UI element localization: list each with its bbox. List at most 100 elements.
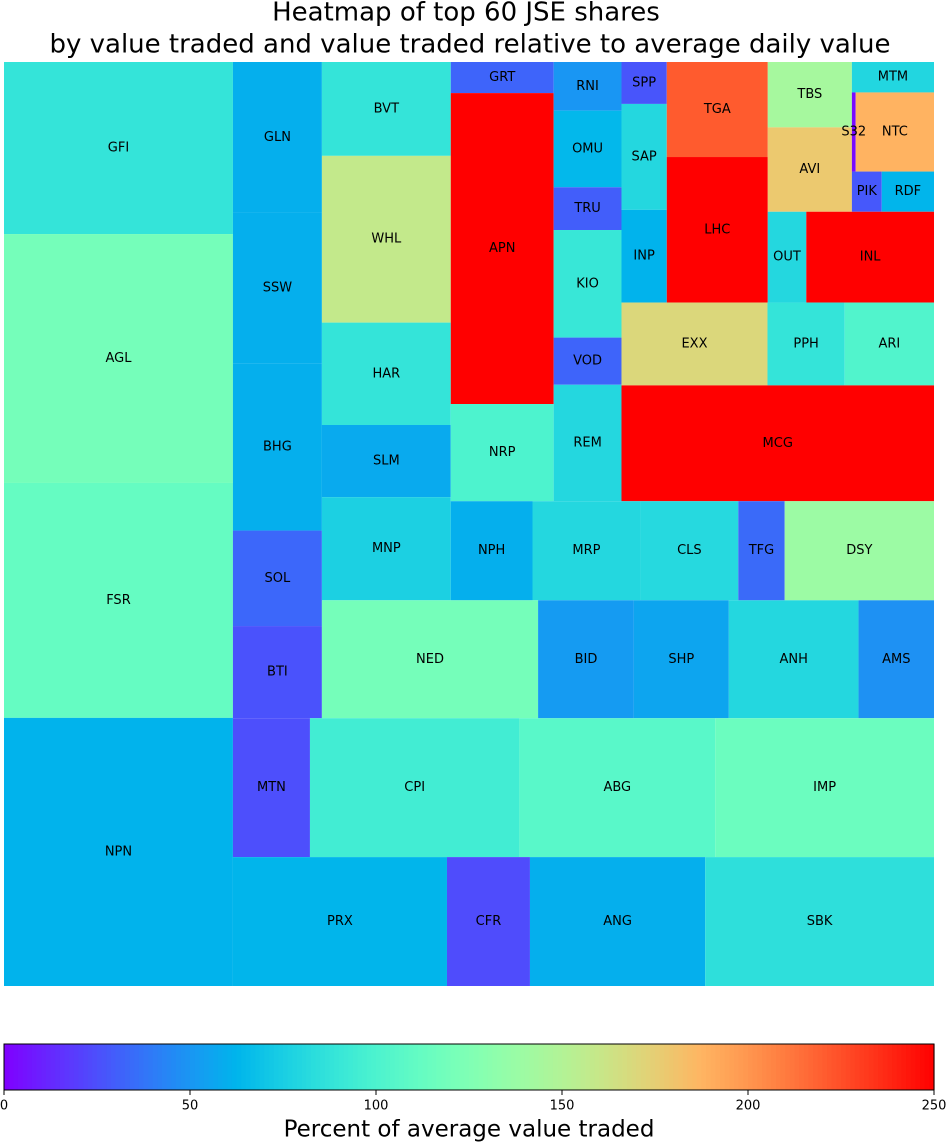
colorbar-segment bbox=[199, 1044, 205, 1090]
cell bbox=[767, 127, 852, 212]
colorbar-segment bbox=[245, 1044, 252, 1090]
cell-label: ANG bbox=[603, 914, 632, 929]
colorbar-segment bbox=[664, 1044, 670, 1090]
colorbar-segment bbox=[417, 1044, 424, 1090]
colorbar-segment bbox=[864, 1044, 870, 1090]
cell-label: ABG bbox=[603, 780, 631, 795]
colorbar-segment bbox=[650, 1044, 656, 1090]
colorbar-segment bbox=[734, 1044, 740, 1090]
colorbar-segment bbox=[780, 1044, 786, 1090]
cell-label: S32 bbox=[841, 125, 866, 140]
colorbar-segment bbox=[110, 1044, 117, 1090]
cell-label: CFR bbox=[476, 914, 502, 929]
cell-label: EXX bbox=[681, 336, 707, 351]
colorbar-segment bbox=[380, 1044, 386, 1090]
colorbar-segment bbox=[659, 1044, 665, 1090]
cell bbox=[450, 404, 554, 502]
colorbar-segment bbox=[101, 1044, 107, 1090]
cell-label: TRU bbox=[573, 201, 601, 216]
colorbar-segment bbox=[92, 1044, 98, 1090]
cell-label: SPP bbox=[632, 75, 656, 90]
colorbar-segment bbox=[413, 1044, 419, 1090]
cell bbox=[309, 718, 520, 858]
colorbar-segment bbox=[427, 1044, 433, 1090]
colorbar-segment bbox=[841, 1044, 847, 1090]
colorbar-segment bbox=[594, 1044, 600, 1090]
cell-label: MTN bbox=[257, 780, 286, 795]
cell bbox=[232, 857, 447, 986]
colorbar-segment bbox=[162, 1044, 168, 1090]
colorbar-frame bbox=[3, 1043, 935, 1091]
colorbar-segment bbox=[17, 1044, 24, 1090]
cell-label: KIO bbox=[576, 276, 599, 291]
colorbar-segment bbox=[771, 1044, 777, 1090]
colorbar-segment bbox=[566, 1044, 572, 1090]
colorbar-segment bbox=[278, 1044, 284, 1090]
colorbar-segment bbox=[901, 1044, 907, 1090]
colorbar-segment bbox=[320, 1044, 326, 1090]
colorbar-segment bbox=[631, 1044, 637, 1090]
colorbar-segment bbox=[557, 1044, 563, 1090]
colorbar-segment bbox=[4, 1044, 10, 1090]
colorbar-segment bbox=[524, 1044, 531, 1090]
colorbar-segment bbox=[8, 1044, 14, 1090]
colorbar-segment bbox=[720, 1044, 726, 1090]
cell-label: NPH bbox=[478, 543, 505, 558]
colorbar-segment bbox=[59, 1044, 66, 1090]
colorbar-segment bbox=[376, 1044, 382, 1090]
cell bbox=[321, 62, 451, 156]
cell-label: ARI bbox=[878, 336, 900, 351]
colorbar-segment bbox=[436, 1044, 442, 1090]
cell bbox=[767, 302, 845, 386]
colorbar-segment bbox=[715, 1044, 721, 1090]
colorbar-tick-label: 50 bbox=[182, 1099, 199, 1114]
chart-title: by value traded and value traded relativ… bbox=[49, 30, 890, 60]
cell bbox=[4, 234, 233, 483]
colorbar-segment bbox=[687, 1044, 693, 1090]
colorbar-segment bbox=[241, 1044, 247, 1090]
colorbar-segment bbox=[682, 1044, 689, 1090]
colorbar-segment bbox=[264, 1044, 270, 1090]
cell bbox=[784, 501, 934, 601]
cell-label: PPH bbox=[793, 336, 818, 351]
colorbar-tick-label: 150 bbox=[550, 1099, 575, 1114]
colorbar-segment bbox=[473, 1044, 479, 1090]
cell bbox=[538, 600, 634, 719]
cell-label: INP bbox=[633, 249, 655, 264]
cell bbox=[851, 92, 856, 172]
colorbar-segment bbox=[231, 1044, 238, 1090]
cell-label: GRT bbox=[489, 70, 515, 85]
cell bbox=[321, 425, 451, 498]
colorbar-segment bbox=[520, 1044, 526, 1090]
cell-label: CLS bbox=[677, 543, 702, 558]
colorbar-segment bbox=[482, 1044, 489, 1090]
colorbar-segment bbox=[831, 1044, 837, 1090]
colorbar-segment bbox=[69, 1044, 75, 1090]
cell-label: NTC bbox=[882, 125, 908, 140]
colorbar-segment bbox=[845, 1044, 851, 1090]
cell-label: TGA bbox=[703, 102, 731, 117]
colorbar-segment bbox=[222, 1044, 228, 1090]
colorbar-segment bbox=[217, 1044, 224, 1090]
colorbar-segment bbox=[301, 1044, 307, 1090]
cell bbox=[553, 230, 622, 338]
colorbar-segment bbox=[571, 1044, 577, 1090]
cell-label: BTI bbox=[267, 665, 288, 680]
cell-label: AVI bbox=[799, 162, 820, 177]
cell-label: SLM bbox=[373, 454, 400, 469]
cell-label: IMP bbox=[813, 780, 836, 795]
colorbar-segment bbox=[622, 1044, 628, 1090]
colorbar-segment bbox=[296, 1044, 303, 1090]
cell bbox=[321, 497, 451, 601]
colorbar-tick-label: 100 bbox=[364, 1099, 389, 1114]
colorbar-segment bbox=[808, 1044, 814, 1090]
cell bbox=[321, 155, 451, 323]
colorbar-segment bbox=[492, 1044, 498, 1090]
colorbar-segment bbox=[589, 1044, 596, 1090]
colorbar-segment bbox=[510, 1044, 517, 1090]
colorbar-segment bbox=[273, 1044, 279, 1090]
cell bbox=[666, 62, 768, 158]
cell bbox=[321, 600, 539, 719]
